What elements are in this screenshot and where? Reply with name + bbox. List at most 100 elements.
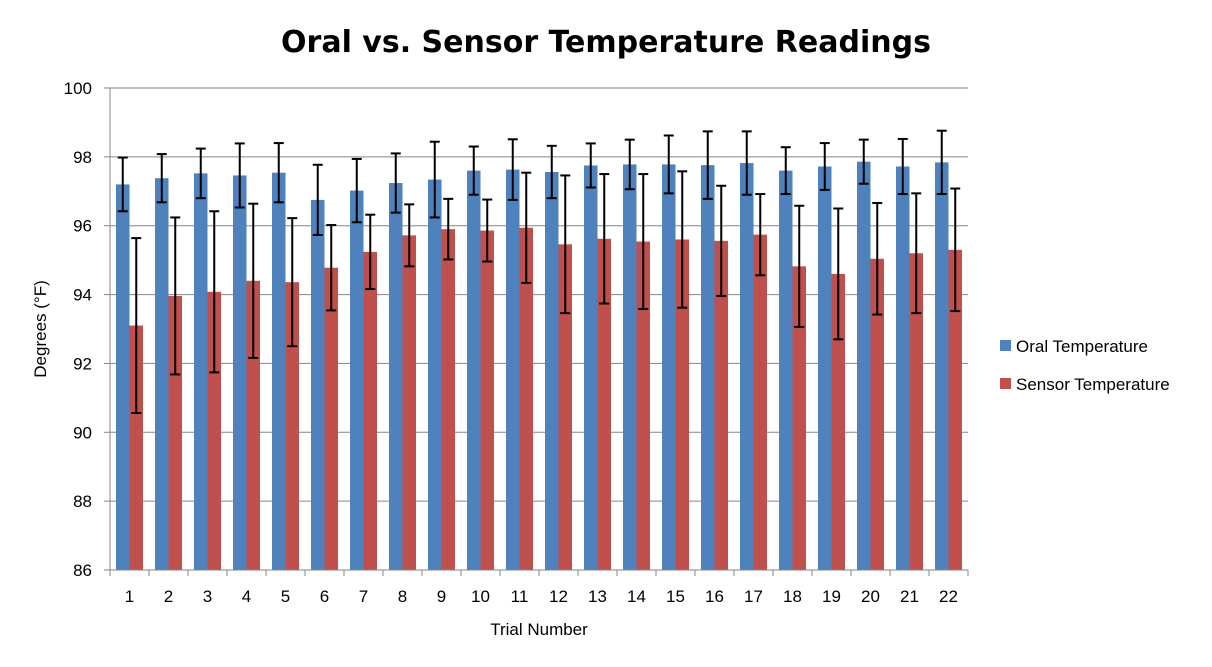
x-tick-label: 16 — [705, 587, 724, 606]
x-tick-label: 14 — [627, 587, 646, 606]
bar-oral — [233, 175, 247, 570]
x-tick-label: 5 — [281, 587, 290, 606]
x-tick-label: 21 — [900, 587, 919, 606]
x-tick-label: 6 — [320, 587, 329, 606]
bar-oral — [428, 179, 442, 570]
y-tick-labels: 86 88 90 92 94 96 98 100 — [64, 79, 92, 580]
bar-sensor — [636, 241, 650, 570]
bar-oral — [116, 184, 130, 570]
x-tick-label: 19 — [822, 587, 841, 606]
error-bar-oral — [546, 144, 557, 200]
y-tick-label: 98 — [73, 148, 92, 167]
error-bar-oral — [507, 138, 518, 201]
bar-sensor — [480, 230, 494, 570]
error-bar-sensor — [833, 207, 844, 341]
error-bar-oral — [429, 140, 440, 219]
bar-sensor — [324, 267, 338, 570]
bar-oral — [350, 190, 364, 570]
bar-sensor — [168, 295, 182, 570]
legend-label-sensor: Sensor Temperature — [1016, 375, 1170, 394]
x-tick-label: 15 — [666, 587, 685, 606]
error-bar-sensor — [209, 210, 220, 374]
x-tick-label: 22 — [939, 587, 958, 606]
error-bar-sensor — [716, 184, 727, 297]
x-tick-label: 18 — [783, 587, 802, 606]
legend-swatch-sensor — [1000, 378, 1011, 389]
y-tick-label: 96 — [73, 217, 92, 236]
bar-sensor — [948, 249, 962, 571]
error-bar-oral — [936, 129, 947, 196]
error-bar-oral — [351, 157, 362, 224]
bar-sensor — [207, 291, 221, 570]
bar-sensor — [363, 251, 377, 570]
error-bar-oral — [234, 142, 245, 209]
y-tick-label: 90 — [73, 423, 92, 442]
x-tick-labels: 1 2 3 4 5 6 7 8 9 10 11 12 13 14 15 16 17 18 19 20 21 22 — [125, 587, 958, 606]
error-bar-oral — [858, 138, 869, 185]
bar-sensor — [597, 238, 611, 570]
error-bar-oral — [117, 156, 128, 213]
error-bar-sensor — [248, 202, 259, 359]
bar-oral — [935, 162, 949, 570]
bar-oral — [389, 183, 403, 570]
y-tick-label: 92 — [73, 354, 92, 373]
bar-sensor — [675, 239, 689, 570]
error-bar-sensor — [599, 173, 610, 305]
x-tick-label: 9 — [437, 587, 446, 606]
bar-sensor — [792, 266, 806, 570]
error-bar-oral — [741, 130, 752, 196]
error-bar-oral — [780, 146, 791, 196]
bar-sensor — [831, 273, 845, 570]
legend-label-oral: Oral Temperature — [1016, 337, 1148, 356]
bar-oral — [584, 165, 598, 570]
x-tick-label: 17 — [744, 587, 763, 606]
legend: Oral Temperature Sensor Temperature — [1000, 337, 1170, 394]
error-bar-oral — [897, 137, 908, 196]
error-bar-oral — [624, 138, 635, 191]
error-bar-sensor — [950, 187, 961, 313]
error-bar-sensor — [911, 192, 922, 315]
x-tick-label: 4 — [242, 587, 251, 606]
x-tick-label: 20 — [861, 587, 880, 606]
chart-title: Oral vs. Sensor Temperature Readings — [281, 25, 931, 60]
x-tick-label: 12 — [549, 587, 568, 606]
x-tick-label: 1 — [125, 587, 134, 606]
error-bar-sensor — [677, 170, 688, 309]
error-bar-sensor — [872, 201, 883, 316]
error-bar-sensor — [131, 237, 142, 415]
bar-sensor — [714, 240, 728, 570]
error-bar-sensor — [482, 198, 493, 263]
bar-sensor — [246, 280, 260, 570]
bar-oral — [506, 169, 520, 571]
bar-sensor — [909, 253, 923, 570]
y-tick-label: 88 — [73, 492, 92, 511]
x-tick-label: 8 — [398, 587, 407, 606]
error-bar-oral — [702, 130, 713, 200]
error-bar-sensor — [794, 204, 805, 328]
error-bar-oral — [312, 163, 323, 237]
bar-sensor — [558, 244, 572, 570]
error-bar-oral — [195, 147, 206, 200]
error-bar-sensor — [326, 224, 337, 312]
y-tick-label: 94 — [73, 286, 92, 305]
error-bar-sensor — [755, 193, 766, 277]
bar-oral — [662, 164, 676, 570]
error-bar-sensor — [365, 213, 376, 291]
bar-oral — [545, 172, 559, 570]
error-bar-sensor — [287, 217, 298, 348]
error-bar-sensor — [404, 203, 415, 268]
x-tick-label: 2 — [164, 587, 173, 606]
legend-swatch-oral — [1000, 340, 1011, 351]
error-bar-sensor — [170, 216, 181, 376]
error-bar-oral — [663, 134, 674, 195]
error-bar-oral — [390, 152, 401, 214]
bar-oral — [779, 170, 793, 570]
error-bar-sensor — [443, 197, 454, 261]
error-bar-oral — [819, 142, 830, 191]
x-tick-label: 3 — [203, 587, 212, 606]
x-axis-label: Trial Number — [490, 620, 588, 639]
bar-sensor — [870, 258, 884, 570]
x-tick-label: 7 — [359, 587, 368, 606]
error-bar-sensor — [560, 174, 571, 315]
